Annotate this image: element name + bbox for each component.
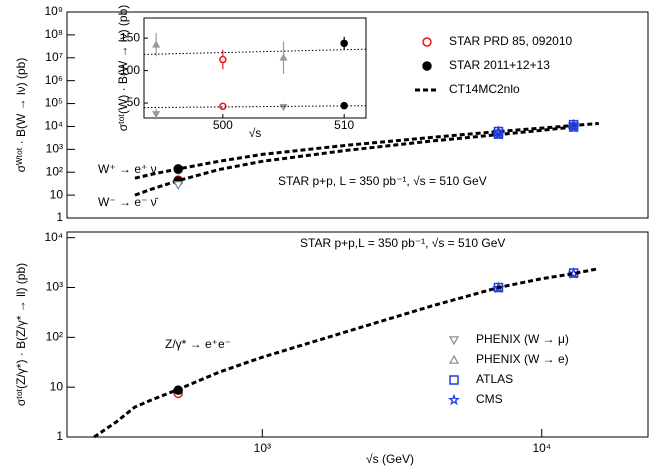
y-tick-label: 1 xyxy=(56,429,63,443)
legend-label: STAR PRD 85, 092010 xyxy=(449,34,573,48)
y-tick-label: 10⁵ xyxy=(45,96,63,110)
y-tick-label: 150 xyxy=(120,30,140,44)
x-tick-label: 10³ xyxy=(254,441,271,455)
marker xyxy=(219,55,227,64)
marker xyxy=(173,181,184,191)
y-tick-label: 1 xyxy=(56,210,63,224)
y-tick-label: 10 xyxy=(50,379,64,393)
y-tick-label: 10⁴ xyxy=(44,119,63,133)
marker xyxy=(279,53,288,61)
marker xyxy=(340,39,348,48)
y-tick-label: 10⁶ xyxy=(45,73,63,87)
x-tick-label: 510 xyxy=(334,118,354,132)
x-tick-label: 10⁴ xyxy=(532,441,551,455)
marker xyxy=(448,354,460,364)
legend-label: ATLAS xyxy=(476,372,513,386)
theory-curve xyxy=(143,48,367,55)
theory-curve xyxy=(143,105,367,109)
theory-curve xyxy=(93,267,600,439)
annotation: W⁺ → e⁺ ν xyxy=(98,162,157,176)
marker xyxy=(422,61,432,71)
marker xyxy=(567,118,580,130)
marker xyxy=(567,120,580,133)
x-axis-label: √s (GeV) xyxy=(366,452,414,466)
y-axis-label: σᵗᵒᵗ(W) · B(W → lν) (pb) xyxy=(116,5,130,132)
marker xyxy=(492,281,505,294)
x-tick-label: 500 xyxy=(213,118,233,132)
y-axis-label: σᵂᵗᵒᵗ · B(W → lν) (pb) xyxy=(14,58,28,173)
plot-frame xyxy=(66,231,649,438)
marker xyxy=(448,336,460,346)
marker xyxy=(152,40,161,48)
y-tick-label: 10² xyxy=(46,164,63,178)
legend-label: PHENIX (W → e) xyxy=(476,352,569,366)
y-tick-label: 100 xyxy=(120,63,140,77)
y-tick-label: 10³ xyxy=(46,280,63,294)
annotation: W⁻ → e⁻ ν̄ xyxy=(98,195,159,209)
y-tick-label: 10³ xyxy=(46,142,63,156)
marker xyxy=(492,128,505,140)
y-axis-label: σᵗᵒᵗ(Z/γ*) · B(Z/γ* → ll) (pb) xyxy=(14,263,28,406)
marker xyxy=(422,37,432,47)
annotation: STAR p+p,L = 350 pb⁻¹, √s = 510 GeV xyxy=(300,236,505,250)
marker xyxy=(279,103,288,112)
marker xyxy=(492,125,505,137)
theory-curve xyxy=(134,122,599,180)
y-tick-label: 50 xyxy=(127,95,141,109)
marker xyxy=(219,102,227,111)
y-tick-label: 10² xyxy=(46,330,63,344)
y-tick-label: 10⁹ xyxy=(45,4,64,18)
legend-label: CMS xyxy=(476,392,503,406)
y-tick-label: 10 xyxy=(50,187,64,201)
plot-frame xyxy=(66,11,649,219)
legend-label: PHENIX (W → μ) xyxy=(476,332,569,346)
legend-label: STAR 2011+12+13 xyxy=(449,58,550,72)
legend-label: CT14MC2nlo xyxy=(449,82,520,96)
marker xyxy=(448,393,460,406)
marker xyxy=(449,375,459,385)
plot-frame xyxy=(143,17,367,119)
y-tick-label: 10⁴ xyxy=(44,230,63,244)
y-tick-label: 10⁸ xyxy=(45,27,63,41)
annotation: STAR p+p, L = 350 pb⁻¹, √s = 510 GeV xyxy=(278,174,487,188)
marker xyxy=(152,111,161,119)
annotation: Z/γ* → e⁺e⁻ xyxy=(165,337,231,351)
x-axis-label: √s xyxy=(249,126,262,140)
y-tick-label: 10⁷ xyxy=(45,50,63,64)
